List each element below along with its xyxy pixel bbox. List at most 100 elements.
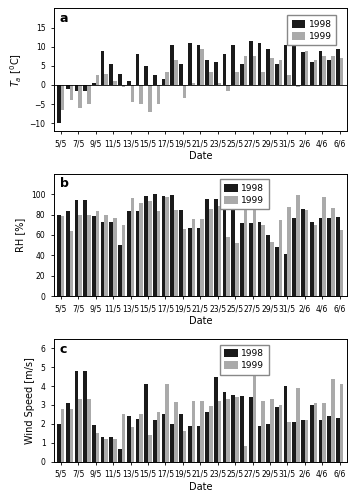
Bar [188, 228, 192, 296]
Bar [284, 386, 288, 462]
Bar [157, 212, 160, 296]
Bar [310, 62, 313, 85]
Bar [200, 401, 204, 462]
Bar [139, 85, 143, 104]
Bar [104, 214, 108, 296]
Bar [266, 235, 270, 296]
Bar [288, 422, 291, 462]
Bar [131, 85, 134, 102]
Bar [252, 56, 256, 85]
Bar [261, 224, 265, 296]
Bar [244, 204, 247, 296]
Bar [162, 79, 165, 85]
Bar [113, 218, 117, 296]
Bar [122, 224, 125, 296]
Bar [327, 218, 331, 296]
Bar [78, 214, 82, 296]
Bar [293, 218, 296, 296]
Bar [153, 76, 157, 85]
Bar [104, 74, 108, 85]
Bar [183, 432, 186, 462]
Bar [127, 212, 131, 296]
Bar [205, 199, 209, 296]
Bar [331, 56, 335, 85]
Bar [153, 194, 157, 296]
Bar [83, 200, 87, 296]
Bar [305, 420, 308, 462]
Bar [284, 254, 288, 296]
Bar [92, 216, 95, 296]
Bar [209, 406, 213, 462]
Bar [148, 201, 152, 296]
Bar [61, 85, 65, 110]
Bar [244, 446, 247, 462]
Bar [75, 371, 78, 462]
Bar [261, 72, 265, 85]
Bar [127, 416, 131, 462]
Bar [240, 64, 244, 85]
Bar [340, 384, 343, 462]
Bar [301, 210, 305, 296]
Bar [235, 243, 239, 296]
Bar [179, 414, 183, 462]
Bar [275, 407, 279, 462]
Bar [258, 426, 261, 462]
Bar [118, 245, 122, 296]
Bar [223, 204, 226, 296]
Bar [118, 74, 122, 85]
Bar [170, 424, 174, 462]
Bar [218, 206, 221, 296]
Legend: 1998, 1999: 1998, 1999 [220, 180, 269, 210]
Bar [162, 196, 165, 296]
Bar [197, 45, 200, 85]
Bar [313, 224, 317, 296]
Bar [214, 376, 218, 462]
Bar [104, 439, 108, 462]
Bar [214, 199, 218, 296]
Bar [131, 198, 134, 296]
Bar [266, 424, 270, 462]
Bar [95, 76, 99, 85]
Bar [336, 418, 340, 462]
Bar [288, 208, 291, 296]
Bar [118, 450, 122, 462]
Bar [336, 216, 340, 296]
Bar [266, 48, 270, 85]
Bar [310, 405, 313, 462]
Bar [127, 81, 131, 85]
Bar [223, 392, 226, 462]
Bar [83, 85, 87, 91]
Bar [78, 400, 82, 462]
Bar [270, 58, 274, 85]
Bar [66, 212, 70, 296]
Bar [174, 60, 178, 85]
X-axis label: Date: Date [189, 316, 212, 326]
Bar [122, 85, 125, 87]
Bar [322, 197, 326, 296]
Bar [179, 64, 183, 85]
Bar [284, 45, 288, 85]
Bar [231, 394, 235, 462]
Bar [87, 214, 91, 296]
Bar [109, 222, 113, 296]
Y-axis label: Wind Speed [m/s]: Wind Speed [m/s] [25, 357, 35, 444]
Bar [214, 62, 218, 85]
Bar [61, 216, 65, 296]
Bar [95, 212, 99, 296]
Y-axis label: $T_a$ [$^0$C]: $T_a$ [$^0$C] [8, 52, 24, 86]
Bar [244, 56, 247, 85]
Bar [293, 422, 296, 462]
Bar [275, 247, 279, 296]
Bar [148, 435, 152, 462]
Bar [95, 433, 99, 462]
Bar [200, 48, 204, 85]
Bar [157, 85, 160, 104]
Bar [235, 398, 239, 462]
X-axis label: Date: Date [189, 482, 212, 492]
Bar [205, 60, 209, 85]
Bar [279, 405, 282, 462]
Bar [157, 412, 160, 462]
Bar [75, 85, 78, 91]
Bar [223, 54, 226, 85]
Bar [318, 420, 322, 462]
